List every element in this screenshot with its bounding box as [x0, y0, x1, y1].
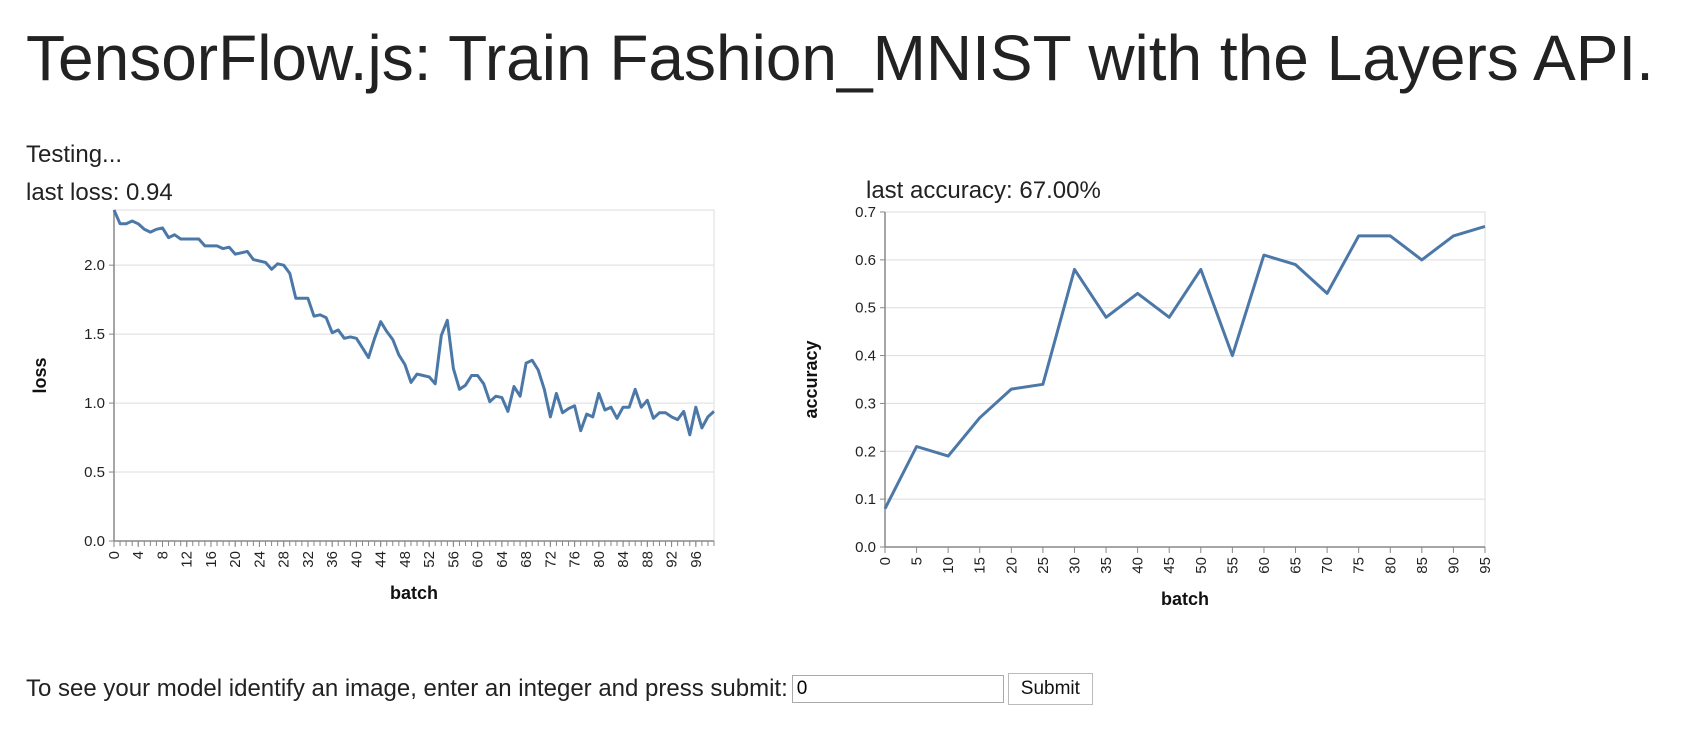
accuracy-y-axis-title: accuracy	[801, 340, 821, 418]
loss-plot-frame	[113, 209, 715, 542]
loss-x-tick-label: 92	[664, 551, 681, 568]
loss-x-tick-label: 32	[300, 551, 317, 568]
submit-button[interactable]: Submit	[1007, 673, 1093, 705]
accuracy-x-tick-label: 80	[1382, 557, 1399, 574]
loss-x-tick-label: 64	[494, 551, 511, 568]
loss-x-tick-label: 0	[106, 551, 123, 559]
accuracy-x-tick-label: 0	[877, 557, 894, 565]
loss-x-tick-label: 48	[397, 551, 414, 568]
loss-x-tick-label: 80	[591, 551, 608, 568]
loss-x-tick-label: 40	[348, 551, 365, 568]
loss-x-tick-label: 8	[154, 551, 171, 559]
loss-x-tick-label: 44	[373, 551, 390, 568]
loss-y-tick-label: 1.5	[84, 326, 105, 343]
last-accuracy-label: last accuracy: 67.00%	[866, 177, 1101, 204]
accuracy-y-tick-label: 0.3	[855, 395, 876, 412]
loss-y-tick-label: 0.5	[84, 464, 105, 481]
accuracy-y-tick-label: 0.6	[855, 252, 876, 269]
loss-x-tick-label: 88	[639, 551, 656, 568]
accuracy-x-axis-title: batch	[1161, 589, 1209, 609]
loss-y-axis-title: loss	[30, 357, 50, 393]
loss-x-tick-label: 56	[445, 551, 462, 568]
accuracy-x-tick-label: 40	[1130, 557, 1147, 574]
page-title: TensorFlow.js: Train Fashion_MNIST with …	[26, 22, 1654, 94]
loss-x-tick-label: 24	[251, 551, 268, 568]
accuracy-y-tick-label: 0.0	[855, 539, 876, 556]
loss-x-axis-title: batch	[390, 583, 438, 603]
last-loss-label: last loss: 0.94	[26, 179, 173, 206]
accuracy-x-tick-label: 65	[1288, 557, 1305, 574]
loss-x-tick-label: 28	[276, 551, 293, 568]
loss-x-tick-label: 76	[567, 551, 584, 568]
accuracy-y-tick-label: 0.7	[855, 204, 876, 221]
accuracy-series-line	[883, 224, 1486, 510]
accuracy-x-tick-label: 95	[1477, 557, 1494, 574]
predict-form: To see your model identify an image, ent…	[26, 672, 1093, 706]
accuracy-y-tick-label: 0.4	[855, 348, 876, 365]
loss-chart: 0.00.51.01.52.00 4 8 12 16 20 24 28 32 36 40 44 48 52…	[30, 209, 716, 603]
accuracy-x-tick-label: 70	[1319, 557, 1336, 574]
loss-x-tick-label: 36	[324, 551, 341, 568]
loss-x-tick-label: 60	[470, 551, 487, 568]
loss-x-tick-label: 72	[542, 551, 559, 568]
accuracy-x-tick-label: 90	[1445, 557, 1462, 574]
accuracy-x-tick-label: 10	[940, 557, 957, 574]
accuracy-x-tick-label: 15	[972, 557, 989, 574]
accuracy-x-tick-label: 55	[1224, 557, 1241, 574]
accuracy-plot-frame	[884, 211, 1486, 548]
accuracy-chart: 0.0 0.1 0.2 0.3 0.4 0.5 0.6 0.7 0 5 10 15 20 25 30 35 40…	[801, 204, 1494, 609]
loss-x-tick-label: 12	[179, 551, 196, 568]
predict-prompt: To see your model identify an image, ent…	[26, 675, 788, 702]
accuracy-x-tick-label: 35	[1098, 557, 1115, 574]
loss-x-tick-label: 68	[518, 551, 535, 568]
status-text: Testing...	[26, 141, 123, 168]
loss-x-tick-label: 84	[615, 551, 632, 568]
accuracy-x-tick-label: 30	[1066, 557, 1083, 574]
accuracy-x-tick-label: 75	[1351, 557, 1368, 574]
loss-y-tick-label: 2.0	[84, 257, 105, 274]
accuracy-x-tick-label: 25	[1035, 557, 1052, 574]
accuracy-y-tick-label: 0.5	[855, 300, 876, 317]
accuracy-y-tick-label: 0.2	[855, 443, 876, 460]
accuracy-y-tick-label: 0.1	[855, 491, 876, 508]
loss-series-line	[112, 209, 716, 437]
loss-y-tick-label: 1.0	[84, 395, 105, 412]
accuracy-x-tick-label: 20	[1003, 557, 1020, 574]
loss-x-tick-label: 4	[130, 551, 147, 559]
accuracy-x-tick-label: 45	[1161, 557, 1178, 574]
loss-x-tick-label: 16	[203, 551, 220, 568]
loss-y-tick-label: 0.0	[84, 533, 105, 550]
loss-x-tick-label: 96	[688, 551, 705, 568]
accuracy-x-tick-label: 60	[1256, 557, 1273, 574]
loss-x-tick-label: 20	[227, 551, 244, 568]
image-index-input[interactable]	[791, 675, 1004, 703]
loss-x-tick-label: 52	[421, 551, 438, 568]
accuracy-x-tick-label: 50	[1193, 557, 1210, 574]
accuracy-x-tick-label: 5	[909, 557, 926, 565]
accuracy-x-tick-label: 85	[1414, 557, 1431, 574]
